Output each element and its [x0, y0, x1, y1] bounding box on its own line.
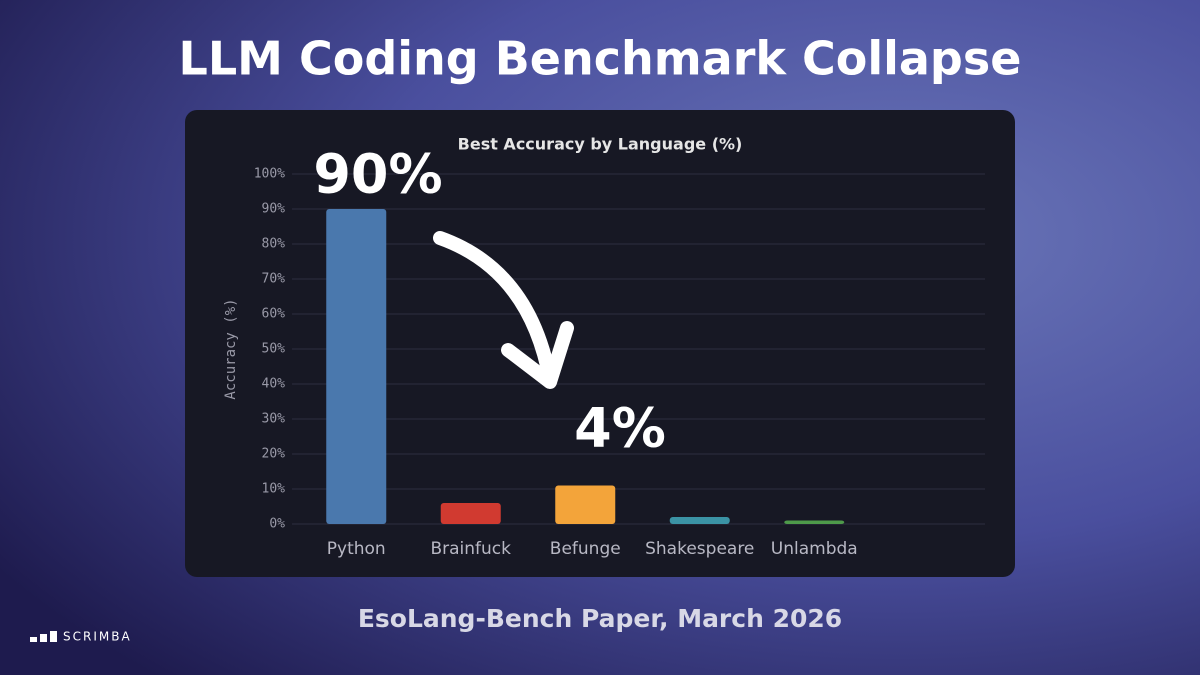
bar [326, 209, 387, 524]
y-tick-label: 70% [262, 272, 286, 287]
chart-card [185, 110, 1015, 577]
y-tick-label: 10% [262, 482, 286, 497]
x-tick-label: Unlambda [771, 539, 858, 559]
arrow-head [501, 321, 574, 389]
y-tick-label: 20% [262, 447, 286, 462]
y-tick-label: 60% [262, 307, 286, 322]
x-tick-label: Python [327, 539, 386, 559]
y-tick-label: 80% [262, 237, 286, 252]
x-tick-label: Brainfuck [430, 539, 511, 559]
y-tick-label: 90% [262, 202, 286, 217]
bar [669, 517, 730, 524]
brand: SCRIMBA [63, 630, 132, 644]
y-tick-label: 30% [262, 412, 286, 427]
bar [784, 520, 845, 524]
slide-title: LLM Coding Benchmark Collapse [179, 32, 1022, 86]
brand-logo [30, 631, 57, 642]
y-tick-label: 100% [254, 167, 285, 182]
plot: 0% 10% 20% 30% 40% 50% 60% 70% 80% 90% 100% Python B… [254, 167, 985, 559]
y-tick-label: 40% [262, 377, 286, 392]
arrow [433, 231, 557, 387]
y-tick-label: 0% [269, 517, 285, 532]
x-tick-label: Befunge [550, 539, 621, 559]
bar [440, 503, 501, 524]
annotation: 4% [574, 397, 666, 460]
y-axis-label: Accuracy (%) [223, 298, 239, 399]
x-tick-label: Shakespeare [645, 539, 754, 559]
caption: EsoLang-Bench Paper, March 2026 [358, 604, 842, 633]
y-tick-label: 50% [262, 342, 286, 357]
bar [555, 485, 616, 524]
annotation: 90% [313, 143, 442, 206]
chart-title: Best Accuracy by Language (%) [458, 135, 743, 154]
